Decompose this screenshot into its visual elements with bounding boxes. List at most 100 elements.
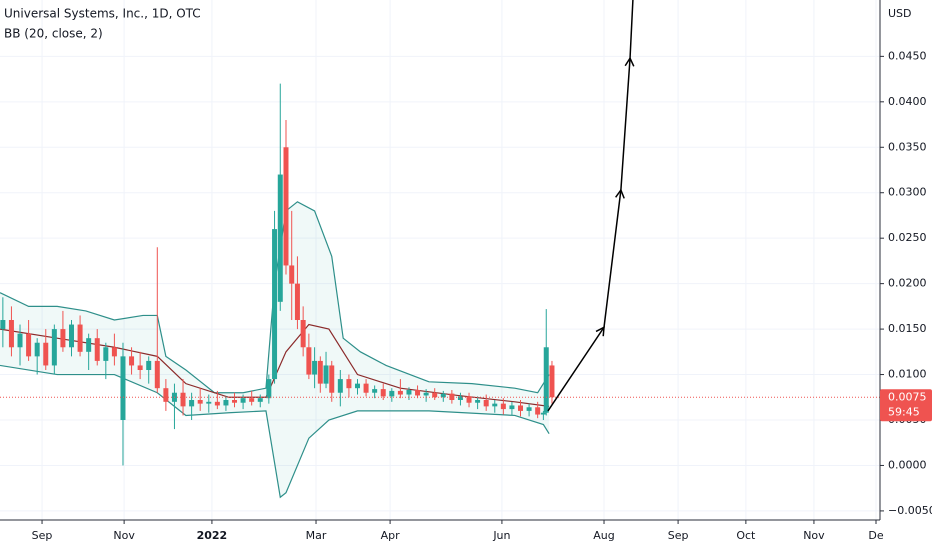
candle-body	[137, 365, 143, 370]
candle-body	[397, 390, 403, 395]
x-tick-label: Mar	[306, 529, 327, 542]
price-unit: USD	[888, 7, 912, 20]
candle-body	[289, 265, 295, 284]
y-tick-label: 0.0400	[888, 95, 927, 108]
candle-body	[549, 365, 555, 398]
candle-body	[180, 392, 186, 407]
candle-body	[337, 379, 343, 393]
candle-body	[423, 392, 429, 396]
candle-body	[526, 407, 532, 411]
candle-body	[432, 392, 438, 398]
candle-body	[163, 388, 169, 402]
candle-body	[300, 320, 306, 348]
candle-body	[111, 347, 117, 357]
candle-body	[26, 333, 32, 357]
candle-body	[283, 147, 289, 266]
x-tick-label: Sep	[32, 529, 53, 542]
candle-body	[68, 324, 74, 348]
candle-body	[214, 401, 220, 406]
candle-body	[77, 324, 83, 352]
candle-body	[86, 338, 92, 352]
candle-body	[51, 329, 57, 366]
arrow-head	[624, 56, 635, 67]
x-tick-label: De	[868, 529, 883, 542]
candle-body	[197, 400, 203, 404]
candle-body	[0, 320, 6, 330]
candle-body	[240, 398, 246, 403]
candle-body	[346, 379, 352, 389]
candle-body	[509, 405, 515, 410]
candle-body	[129, 356, 135, 366]
x-tick-label: Jun	[492, 529, 510, 542]
candle-body	[518, 405, 524, 411]
candle-body	[277, 174, 283, 302]
candle-body	[120, 356, 126, 420]
candle-body	[406, 390, 412, 395]
y-tick-label: 0.0150	[888, 322, 927, 335]
candle-body	[294, 283, 300, 320]
candle-body	[223, 400, 229, 406]
candle-body	[466, 396, 472, 403]
candle-body	[60, 329, 66, 348]
candle-body	[329, 365, 335, 393]
candle-body	[206, 401, 212, 404]
candle-body	[8, 320, 14, 348]
x-tick-label: Sep	[668, 529, 689, 542]
y-tick-label: 0.0300	[888, 186, 927, 199]
candle-body	[257, 398, 263, 402]
candle-body	[354, 383, 360, 389]
candle-body	[500, 403, 506, 410]
candle-body	[43, 342, 49, 366]
y-tick-label: 0.0100	[888, 368, 927, 381]
candle-body	[440, 393, 446, 398]
last-price-box	[880, 389, 932, 422]
candle-body	[146, 360, 152, 370]
candle-body	[323, 365, 329, 384]
chart-title: Universal Systems, Inc., 1D, OTC	[4, 7, 201, 21]
candle-body	[232, 400, 238, 403]
candle-body	[543, 347, 549, 413]
candle-body	[34, 342, 40, 357]
arrow-head	[595, 325, 605, 337]
candle-body	[535, 407, 541, 415]
indicator-label: BB (20, close, 2)	[4, 27, 103, 41]
candle-body	[475, 400, 481, 403]
candle-body	[189, 400, 195, 407]
candle-body	[306, 347, 312, 375]
candle-body	[266, 379, 272, 399]
candle-body	[449, 393, 455, 400]
candle-body	[103, 347, 109, 361]
last-price-label: 0.0075	[888, 390, 927, 403]
candle-body	[317, 360, 323, 384]
x-tick-label: Apr	[381, 529, 401, 542]
candle-body	[17, 333, 23, 348]
bollinger-lower	[0, 364, 550, 499]
x-tick-label: 2022	[197, 529, 228, 542]
bollinger-basis	[0, 323, 550, 407]
y-tick-label: 0.0250	[888, 231, 927, 244]
candle-body	[372, 389, 378, 393]
countdown-label: 59:45	[888, 405, 920, 418]
x-tick-label: Aug	[593, 529, 614, 542]
y-tick-label: 0.0450	[888, 49, 927, 62]
x-tick-label: Nov	[803, 529, 825, 542]
candle-body	[94, 338, 100, 361]
candle-body	[363, 383, 369, 393]
candle-body	[483, 400, 489, 407]
x-tick-label: Nov	[113, 529, 135, 542]
candle-body	[457, 396, 463, 400]
y-tick-label: 0.0200	[888, 277, 927, 290]
candle-body	[154, 360, 160, 389]
candle-body	[540, 412, 546, 415]
y-tick-label: −0.0050	[888, 504, 932, 517]
trend-arrow	[547, 0, 634, 412]
candle-body	[492, 403, 498, 407]
candle-body	[389, 390, 395, 397]
candle-body	[272, 229, 278, 380]
arrow-head	[615, 188, 625, 199]
y-tick-label: 0.0000	[888, 458, 927, 471]
y-tick-label: 0.0350	[888, 140, 927, 153]
candle-body	[380, 389, 386, 397]
x-tick-label: Oct	[736, 529, 756, 542]
